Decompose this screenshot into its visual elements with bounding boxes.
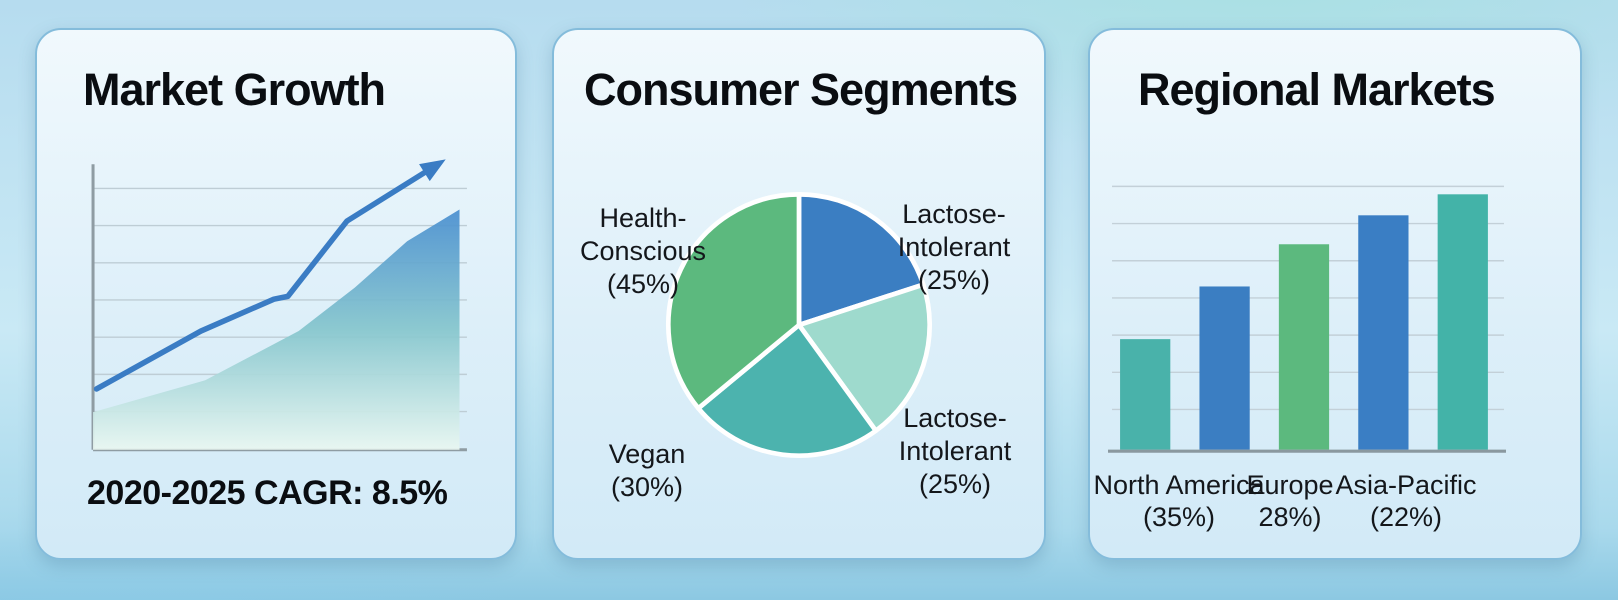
bar-label-line: North America <box>1093 470 1265 500</box>
bar-label-asia-pacific: Asia-Pacific (22%) <box>1322 470 1490 534</box>
pie-label-line: Lactose- <box>903 403 1007 433</box>
pie-label-line: (45%) <box>606 268 680 299</box>
market-growth-title: Market Growth <box>83 64 386 115</box>
market-growth-chart <box>91 159 467 452</box>
pie-label-line: Intolerant <box>898 435 1012 466</box>
pie-label-line: Vegan <box>608 439 686 469</box>
pie-label-line: Lactose- <box>902 199 1006 229</box>
pie-label-health-conscious: Health- Conscious (45%) <box>554 202 732 301</box>
bar-label-line: 28%) <box>1258 501 1322 532</box>
bar-label-europe: Europe 28%) <box>1230 470 1350 534</box>
pie-label-lactose-intolerant-top: Lactose- Intolerant (25%) <box>864 198 1044 297</box>
cagr-caption: 2020-2025 CAGR: 8.5% <box>87 474 448 512</box>
bar-label-line: (35%) <box>1142 501 1216 532</box>
bar-label-line: Europe <box>1246 470 1334 500</box>
pie-label-vegan: Vegan (30%) <box>562 438 732 504</box>
bar-label-north-america: North America (35%) <box>1090 470 1268 534</box>
pie-label-line: Conscious <box>579 235 707 266</box>
pie-label-line: (30%) <box>610 471 684 502</box>
regional-markets-card: Regional Markets North America (35%) Eur… <box>1088 28 1582 560</box>
pie-label-line: (25%) <box>918 468 992 499</box>
pie-label-line: Health- <box>599 203 687 233</box>
pie-label-lactose-intolerant-bottom: Lactose- Intolerant (25%) <box>866 402 1044 501</box>
regional-markets-title: Regional Markets <box>1138 64 1496 115</box>
pie-label-line: (25%) <box>917 264 991 295</box>
consumer-segments-pie <box>666 191 932 459</box>
consumer-segments-card: Consumer Segments Health- Conscious (45%… <box>552 28 1046 560</box>
bar-label-line: Asia-Pacific <box>1335 470 1477 500</box>
bar-label-line: (22%) <box>1369 501 1443 532</box>
regional-markets-bars <box>1108 185 1506 453</box>
market-growth-card: Market Growth 2020-2025 CAGR: 8.5% <box>35 28 517 560</box>
consumer-segments-title: Consumer Segments <box>584 64 1018 115</box>
pie-label-line: Intolerant <box>897 231 1011 262</box>
